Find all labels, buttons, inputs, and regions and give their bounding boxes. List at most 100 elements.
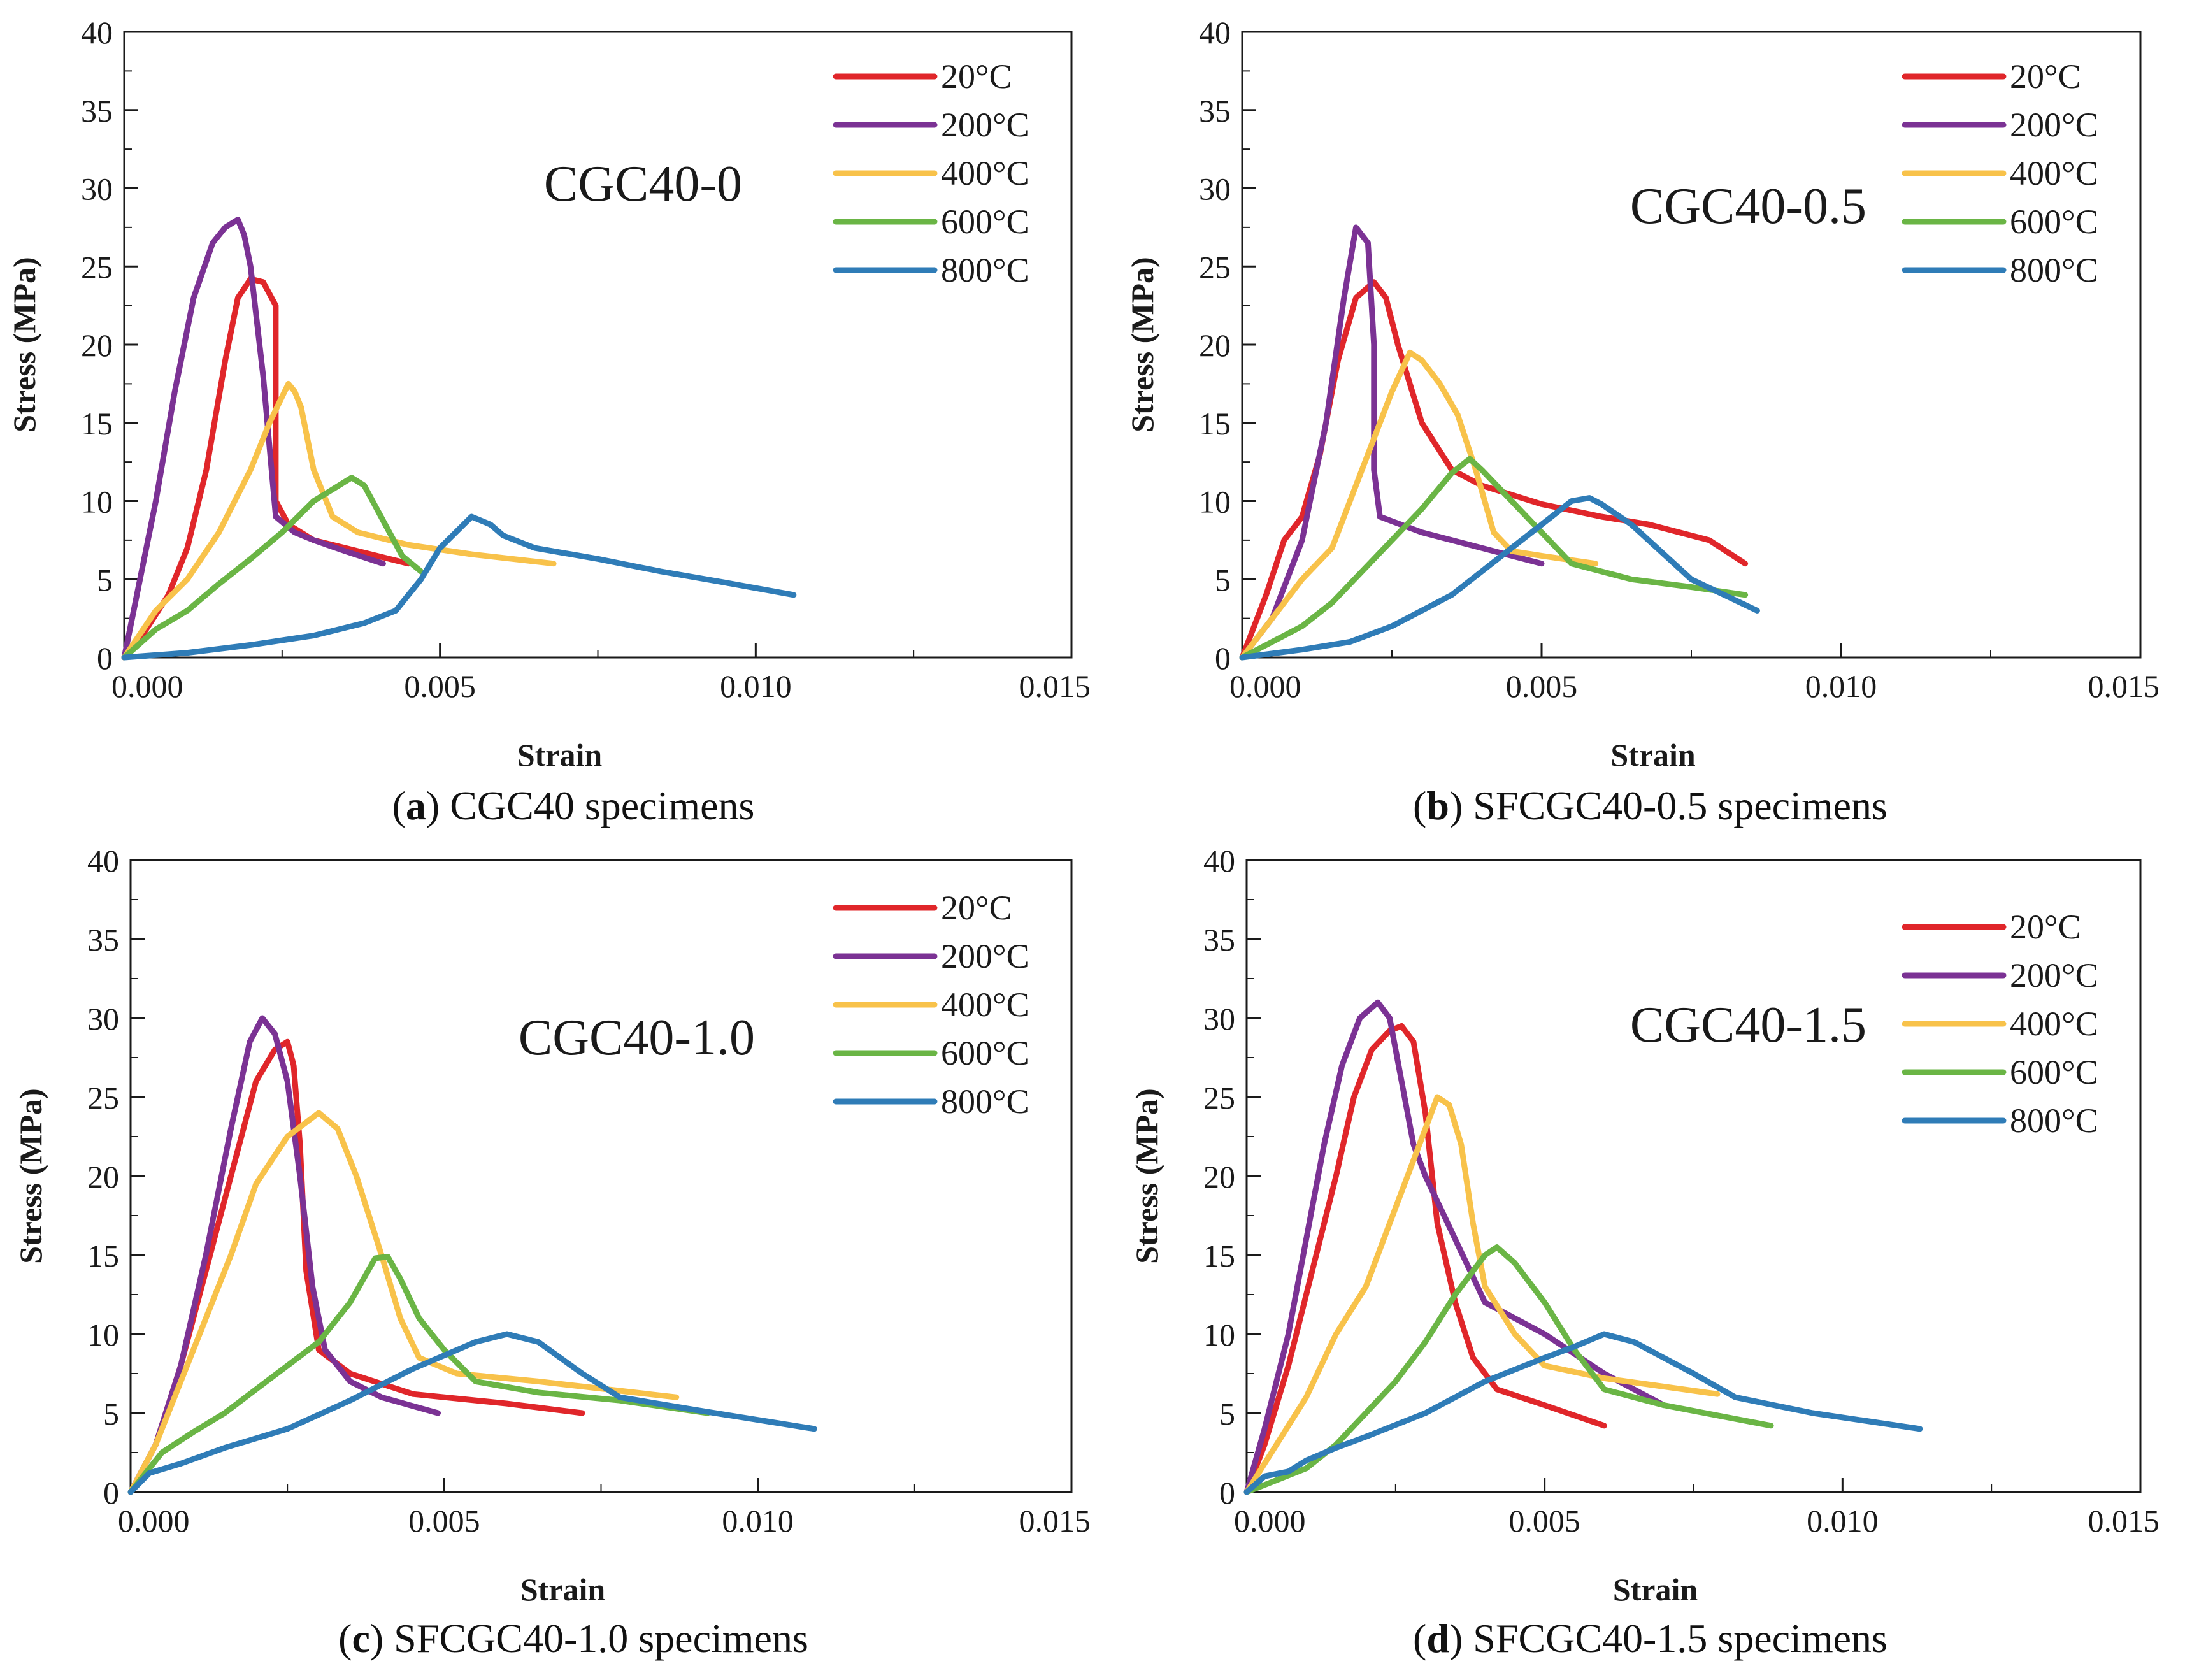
y-tick-label: 0 [1219, 1475, 1235, 1511]
y-tick-label: 40 [1203, 843, 1235, 879]
legend-label: 800°C [941, 251, 1029, 289]
x-tick-label: 0.010 [722, 1503, 794, 1539]
caption-letter: d [1426, 1616, 1449, 1661]
series-line-600C [1243, 1244, 1774, 1495]
y-tick-label: 25 [87, 1080, 119, 1116]
x-tick-label: 0.005 [404, 668, 476, 704]
y-tick-label: 10 [87, 1317, 119, 1353]
chart-title: CGC40-1.0 [519, 1010, 755, 1066]
y-tick-label: 10 [81, 484, 113, 520]
y-tick-label: 5 [103, 1396, 119, 1432]
legend-label: 20°C [2010, 57, 2081, 96]
legend-label: 400°C [2010, 1005, 2098, 1043]
y-tick-label: 20 [81, 327, 113, 363]
series-line-800C [121, 513, 797, 661]
legend-label: 200°C [2010, 106, 2098, 144]
series-line-20C [127, 1038, 585, 1495]
legend-label: 400°C [941, 154, 1029, 192]
y-tick-label: 20 [1199, 327, 1231, 363]
series-line-20C [1243, 1023, 1607, 1495]
y-tick-label: 10 [1199, 484, 1231, 520]
series-line-800C [127, 1331, 817, 1495]
x-tick-label: 0.010 [720, 668, 792, 704]
y-tick-label: 5 [97, 562, 113, 598]
caption-d: (d) SFCGC40-1.5 specimens [1413, 1616, 1888, 1661]
y-tick-label: 30 [1199, 171, 1231, 207]
caption-b: (b) SFCGC40-0.5 specimens [1413, 783, 1888, 828]
series-line-800C [1243, 1331, 1923, 1495]
legend-label: 600°C [941, 1034, 1029, 1072]
legend-label: 800°C [2010, 251, 2098, 289]
y-tick-label: 20 [1203, 1159, 1235, 1195]
legend-label: 600°C [2010, 1053, 2098, 1091]
x-tick-label: 0.015 [1019, 1503, 1091, 1539]
chart-panel-1: 0 5 10 15 20 25 30 35 40 0.000 0.005 0.010 0.015 Stra… [6, 15, 1091, 773]
series-line-600C [121, 475, 424, 661]
y-tick-label: 35 [1203, 922, 1235, 958]
legend-label: 600°C [941, 203, 1029, 241]
x-axis-label: Strain [517, 737, 603, 773]
chart-panel-4: 0 5 10 15 20 25 30 35 40 0.000 0.005 0.010 0.015 Stra… [1129, 843, 2160, 1607]
legend-label: 800°C [2010, 1102, 2098, 1140]
x-tick-label: 0.000 [111, 668, 183, 704]
y-axis-label: Stress (MPa) [1124, 257, 1160, 432]
x-tick-label: 0.015 [2088, 1503, 2160, 1539]
x-tick-label: 0.010 [1805, 668, 1877, 704]
y-tick-label: 25 [81, 249, 113, 285]
y-tick-label: 10 [1203, 1317, 1235, 1353]
x-axis-label: Strain [1613, 1572, 1698, 1607]
y-tick-label: 30 [1203, 1001, 1235, 1037]
series-line-200C [121, 217, 386, 661]
x-tick-label: 0.015 [2088, 668, 2160, 704]
chart-title: CGC40-0 [544, 156, 742, 212]
x-axis-label: Strain [520, 1572, 606, 1607]
caption-text: SFCGC40-0.5 specimens [1473, 783, 1888, 828]
x-tick-label: 0.000 [1234, 1503, 1306, 1539]
caption-letter: b [1426, 783, 1449, 828]
legend-label: 20°C [2010, 908, 2081, 946]
caption-letter: c [352, 1616, 370, 1661]
y-tick-label: 5 [1215, 562, 1231, 598]
y-tick-label: 15 [1203, 1238, 1235, 1274]
y-tick-label: 35 [1199, 93, 1231, 129]
x-tick-label: 0.005 [1508, 1503, 1580, 1539]
y-tick-label: 30 [81, 171, 113, 207]
series-line-400C [1239, 349, 1599, 661]
x-tick-label: 0.005 [408, 1503, 480, 1539]
series-line-400C [1243, 1094, 1721, 1495]
caption-a: (a) CGC40 specimens [392, 783, 755, 828]
x-tick-label: 0.010 [1807, 1503, 1879, 1539]
x-tick-label: 0.000 [1229, 668, 1301, 704]
series-line-20C [1239, 279, 1749, 661]
y-tick-label: 0 [1215, 640, 1231, 676]
series-line-400C [121, 380, 557, 661]
y-tick-label: 5 [1219, 1396, 1235, 1432]
series-line-200C [1239, 224, 1545, 661]
y-tick-label: 40 [81, 15, 113, 50]
legend-label: 200°C [2010, 956, 2098, 994]
series-line-400C [127, 1110, 680, 1495]
y-tick-label: 15 [81, 406, 113, 442]
series-line-800C [1239, 495, 1760, 661]
series-line-200C [127, 1015, 441, 1495]
y-tick-label: 30 [87, 1001, 119, 1037]
y-tick-label: 40 [1199, 15, 1231, 50]
legend-label: 200°C [941, 106, 1029, 144]
legend-label: 800°C [941, 1082, 1029, 1121]
y-tick-label: 40 [87, 843, 119, 879]
legend-label: 20°C [941, 889, 1012, 927]
chart-title: CGC40-0.5 [1630, 178, 1866, 234]
series-line-600C [1239, 456, 1749, 661]
legend-label: 20°C [941, 57, 1012, 96]
caption-c: (c) SFCGC40-1.0 specimens [338, 1616, 808, 1661]
chart-title: CGC40-1.5 [1630, 997, 1866, 1053]
series-line-600C [127, 1254, 711, 1495]
y-tick-label: 25 [1199, 249, 1231, 285]
caption-letter: a [405, 783, 426, 828]
y-axis-label: Stress (MPa) [6, 257, 42, 432]
x-tick-label: 0.000 [118, 1503, 190, 1539]
chart-panel-3: 0 5 10 15 20 25 30 35 40 0.000 0.005 0.010 0.015 Stra… [13, 843, 1091, 1607]
x-tick-label: 0.015 [1019, 668, 1091, 704]
y-tick-label: 0 [103, 1475, 119, 1511]
